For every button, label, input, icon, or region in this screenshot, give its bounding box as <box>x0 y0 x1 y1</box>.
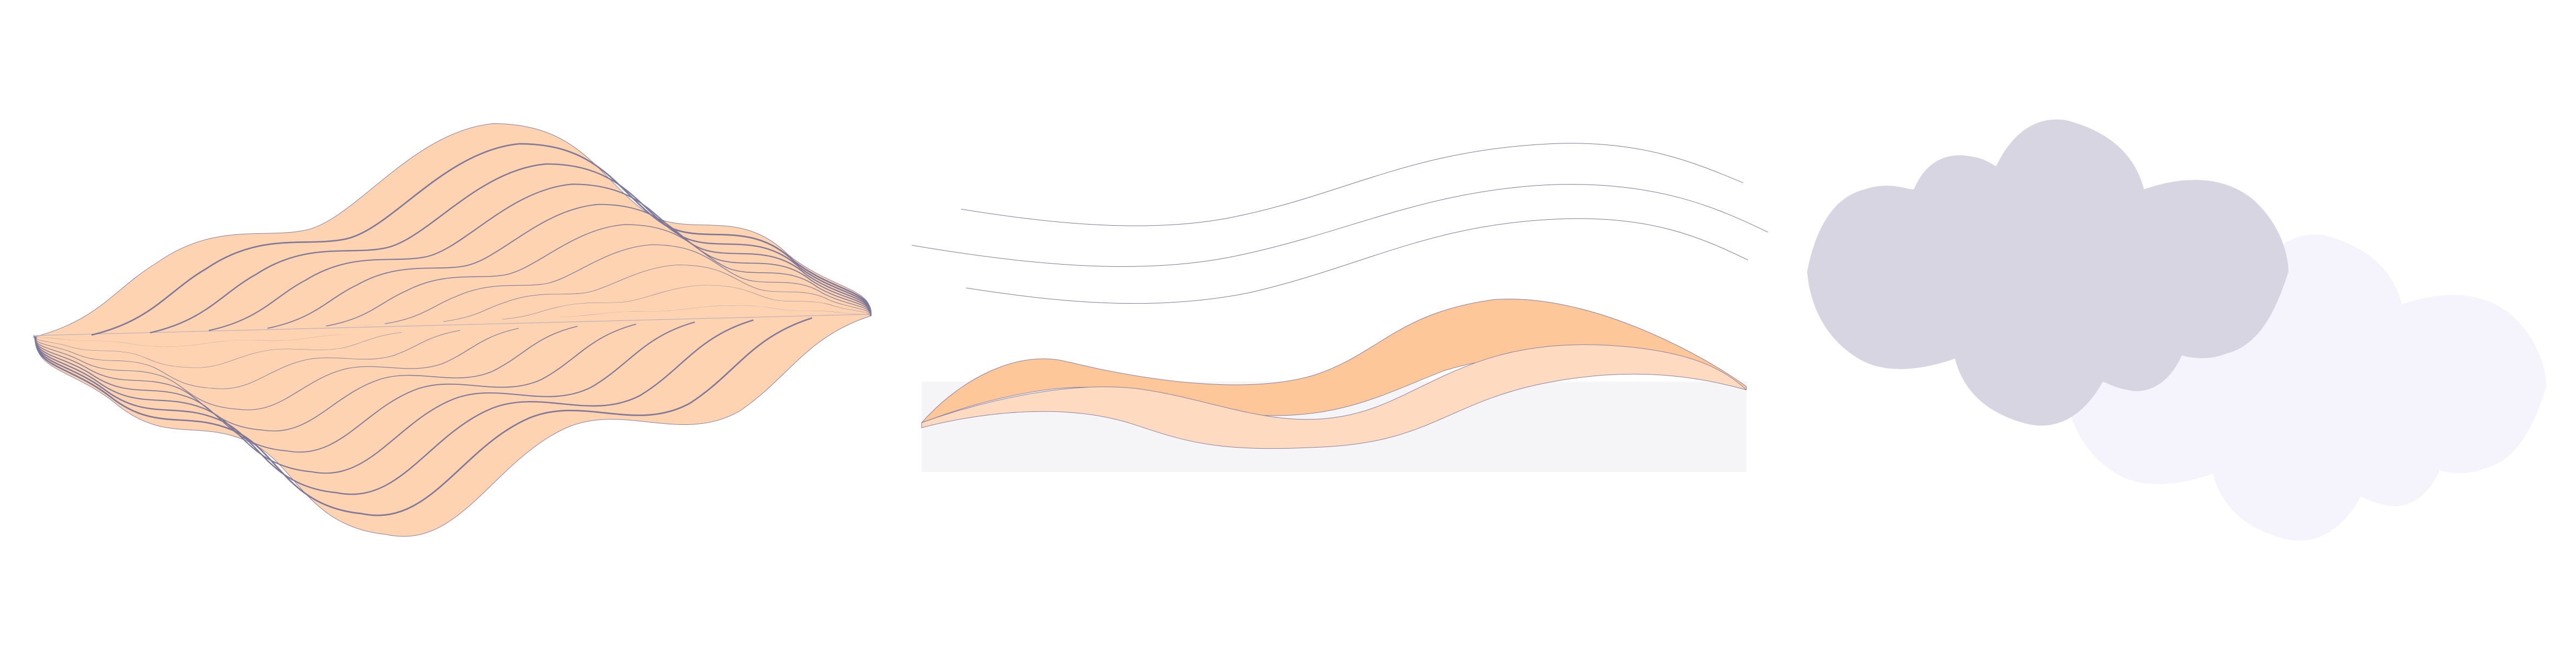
wind-lines <box>912 143 1768 304</box>
dunes <box>921 299 1746 472</box>
wind-line <box>966 219 1748 304</box>
wind-line <box>961 143 1743 226</box>
center-line <box>33 314 871 336</box>
contour-shape <box>33 123 871 536</box>
dune-front <box>921 345 1746 449</box>
wind-line <box>912 185 1768 267</box>
